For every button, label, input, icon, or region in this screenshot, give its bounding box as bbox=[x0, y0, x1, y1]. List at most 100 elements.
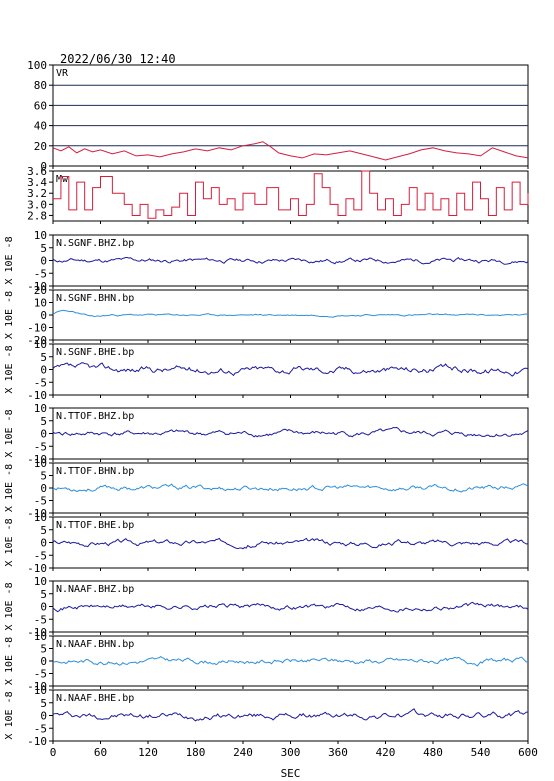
y-axis-label: X 10E -8 bbox=[4, 236, 15, 284]
y-tick-label: 2.8 bbox=[27, 209, 47, 222]
y-tick-label: -5 bbox=[34, 267, 47, 280]
y-tick-label: 3.4 bbox=[27, 176, 47, 189]
y-tick-label: 5 bbox=[40, 470, 47, 483]
y-tick-label: -10 bbox=[27, 389, 47, 402]
y-tick-label: 10 bbox=[34, 229, 47, 242]
y-axis-label: X 10E -8 bbox=[4, 691, 15, 739]
y-tick-label: 0 bbox=[40, 482, 47, 495]
y-tick-label: 0 bbox=[40, 601, 47, 614]
y-axis-label: X 10E -8 bbox=[4, 291, 15, 339]
series-line bbox=[52, 656, 529, 667]
series-line bbox=[52, 256, 529, 265]
y-tick-label: 5 bbox=[40, 524, 47, 537]
y-tick-label: 3.0 bbox=[27, 198, 47, 211]
x-axis-label: SEC bbox=[281, 767, 301, 780]
y-tick-label: -5 bbox=[34, 549, 47, 562]
y-tick-label: 0 bbox=[40, 537, 47, 550]
x-tick-label: 420 bbox=[376, 746, 396, 759]
y-tick-label: 5 bbox=[40, 697, 47, 710]
y-tick-label: 10 bbox=[34, 297, 47, 310]
y-tick-label: 10 bbox=[34, 511, 47, 524]
y-axis-label: X 10E -8 bbox=[4, 409, 15, 457]
y-tick-label: -10 bbox=[27, 735, 47, 748]
x-tick-label: 0 bbox=[50, 746, 57, 759]
panel-label: N.NAAF.BHN.bp bbox=[56, 639, 134, 650]
y-tick-label: 5 bbox=[40, 351, 47, 364]
series-line bbox=[52, 426, 529, 438]
y-tick-label: -20 bbox=[27, 334, 47, 347]
y-tick-label: 10 bbox=[34, 575, 47, 588]
y-tick-label: -5 bbox=[34, 376, 47, 389]
panel-label: N.TTOF.BHN.bp bbox=[56, 466, 134, 477]
y-axis-label: X 10E -8 bbox=[4, 345, 15, 393]
panel-label: N.TTOF.BHE.bp bbox=[56, 520, 134, 531]
series-line bbox=[52, 708, 529, 722]
y-axis-label: X 10E -8 bbox=[4, 582, 15, 630]
series-line bbox=[52, 483, 529, 493]
x-tick-label: 600 bbox=[518, 746, 538, 759]
x-tick-label: 60 bbox=[94, 746, 107, 759]
panel-label: Mw bbox=[56, 174, 69, 185]
series-line bbox=[52, 362, 529, 377]
panel-label: N.TTOF.BHZ.bp bbox=[56, 411, 134, 422]
y-tick-label: -10 bbox=[27, 453, 47, 466]
panel-label: VR bbox=[56, 68, 69, 79]
y-tick-label: 10 bbox=[34, 457, 47, 470]
y-axis-label: X 10E -8 bbox=[4, 464, 15, 512]
panel-label: N.SGNF.BHE.bp bbox=[56, 347, 134, 358]
x-tick-label: 180 bbox=[186, 746, 206, 759]
y-tick-label: 20 bbox=[34, 140, 47, 153]
series-line bbox=[53, 170, 529, 219]
y-tick-label: -5 bbox=[34, 668, 47, 681]
x-tick-label: 360 bbox=[328, 746, 348, 759]
y-tick-label: 0 bbox=[40, 710, 47, 723]
y-tick-label: 5 bbox=[40, 242, 47, 255]
y-tick-label: 0 bbox=[40, 655, 47, 668]
x-tick-label: 480 bbox=[423, 746, 443, 759]
y-tick-label: -10 bbox=[27, 562, 47, 575]
y-tick-label: 100 bbox=[27, 59, 47, 72]
y-tick-label: 80 bbox=[34, 79, 47, 92]
y-tick-label: -5 bbox=[34, 613, 47, 626]
series-line bbox=[52, 141, 529, 161]
y-tick-label: 5 bbox=[40, 415, 47, 428]
timestamp: 2022/06/30 12:40 bbox=[60, 52, 176, 66]
y-tick-label: -5 bbox=[34, 722, 47, 735]
y-tick-label: 0 bbox=[40, 364, 47, 377]
y-tick-label: -10 bbox=[27, 680, 47, 693]
series-line bbox=[52, 537, 529, 550]
x-tick-label: 300 bbox=[281, 746, 301, 759]
y-tick-label: -10 bbox=[27, 507, 47, 520]
y-tick-label: -5 bbox=[34, 440, 47, 453]
panel-label: N.NAAF.BHE.bp bbox=[56, 693, 134, 704]
y-tick-label: 10 bbox=[34, 338, 47, 351]
x-tick-label: 540 bbox=[471, 746, 491, 759]
y-tick-label: 5 bbox=[40, 588, 47, 601]
y-tick-label: -10 bbox=[27, 280, 47, 293]
y-tick-label: 20 bbox=[34, 284, 47, 297]
y-tick-label: -5 bbox=[34, 495, 47, 508]
y-axis-label: X 10E -8 bbox=[4, 637, 15, 685]
y-tick-label: 40 bbox=[34, 120, 47, 133]
y-tick-label: 0 bbox=[40, 309, 47, 322]
series-line bbox=[52, 309, 529, 318]
y-tick-label: 60 bbox=[34, 99, 47, 112]
y-tick-label: 10 bbox=[34, 684, 47, 697]
y-tick-label: 10 bbox=[34, 402, 47, 415]
y-tick-label: 0 bbox=[40, 428, 47, 441]
y-tick-label: 5 bbox=[40, 643, 47, 656]
y-tick-label: 3.2 bbox=[27, 187, 47, 200]
y-tick-label: -10 bbox=[27, 626, 47, 639]
y-tick-label: 0 bbox=[40, 255, 47, 268]
y-axis-label: X 10E -8 bbox=[4, 518, 15, 566]
y-tick-label: -10 bbox=[27, 322, 47, 335]
panel-label: N.SGNF.BHZ.bp bbox=[56, 238, 134, 249]
y-tick-label: 10 bbox=[34, 630, 47, 643]
y-tick-label: 0 bbox=[40, 160, 47, 173]
series-line bbox=[52, 601, 529, 613]
x-tick-label: 120 bbox=[138, 746, 158, 759]
panel-label: N.SGNF.BHN.bp bbox=[56, 293, 134, 304]
panel-label: N.NAAF.BHZ.bp bbox=[56, 584, 134, 595]
y-tick-label: 3.6 bbox=[27, 165, 47, 178]
